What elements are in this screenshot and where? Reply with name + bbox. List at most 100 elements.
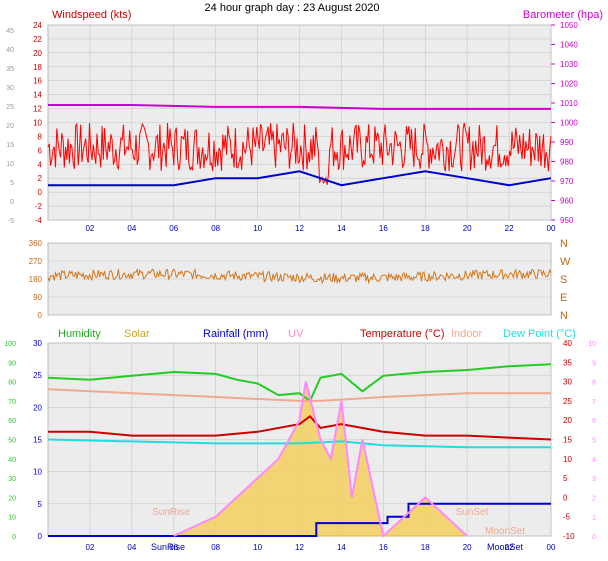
humidity-tick-label: 0	[12, 534, 16, 541]
wind-outer-tick-label: 15	[6, 142, 14, 149]
wind-outer-tick-label: 25	[6, 104, 14, 111]
moonset-annotation: MoonSet	[485, 526, 525, 537]
wind-right-tick-label: 990	[560, 138, 574, 147]
wind-right-tick-label: 970	[560, 177, 574, 186]
climate-x-tick-label: 16	[379, 543, 388, 552]
humidity-tick-label: 10	[8, 515, 16, 522]
wind-x-axis: 02 04 06 08 10 12 14 16 18 20 22 00	[85, 25, 556, 233]
wind-outer-tick-label: 35	[6, 66, 14, 73]
climate-x-tick-label: 02	[85, 543, 94, 552]
humidity-tick-label: 50	[8, 438, 16, 445]
wind-right-tick-label: 1050	[560, 21, 578, 30]
climate-panel: Humidity Solar Rainfall (mm) UV Temperat…	[4, 328, 596, 552]
wind-left-tick-label: 20	[33, 49, 42, 58]
temperature-tick-label: -5	[563, 513, 571, 522]
temperature-tick-label: 20	[563, 416, 572, 425]
wind-left-tick-label: 2	[38, 174, 43, 183]
wind-outer-axis: 45 40 35 30 25 20 15 10 5 0 -5	[6, 28, 14, 225]
uv-line	[173, 381, 468, 538]
wind-left-tick-label: 0	[38, 188, 43, 197]
wind-left-tick-label: 6	[38, 146, 43, 155]
dewpoint-line	[47, 438, 551, 449]
direction-series	[47, 267, 552, 285]
wind-outer-tick-label: -5	[8, 218, 14, 225]
wind-left-tick-label: 10	[33, 119, 42, 128]
wind-left-tick-label: 24	[33, 21, 42, 30]
wind-x-tick-label: 14	[337, 224, 346, 233]
wind-x-tick-label: 12	[295, 224, 304, 233]
temperature-axis: 40 35 30 25 20 15 10 5 0 -5 -10	[563, 339, 575, 541]
wind-left-tick-label: 4	[38, 160, 43, 169]
wind-outer-tick-label: 30	[6, 85, 14, 92]
temperature-tick-label: 25	[563, 397, 572, 406]
climate-x-tick-label: 14	[337, 543, 346, 552]
direction-left-axis: 360 270 180 90 0	[29, 239, 43, 320]
wind-right-axis: 1050 1040 1030 1020 1010 1000 990 980 970 960 950	[551, 21, 578, 225]
climate-x-tick-label: 18	[421, 543, 430, 552]
moonset-marker-label: MoonSet	[487, 542, 524, 552]
page-title: 24 hour graph day : 23 August 2020	[205, 2, 380, 14]
rainfall-tick-label: 30	[33, 339, 42, 348]
wind-x-tick-label: 16	[379, 224, 388, 233]
temperature-tick-label: 15	[563, 436, 572, 445]
rainfall-tick-label: 0	[38, 532, 43, 541]
climate-x-tick-label: 22	[505, 543, 514, 552]
temperature-tick-label: 0	[563, 493, 568, 502]
uv-tick-label: 9	[592, 360, 596, 367]
wind-gust-series	[47, 122, 552, 185]
direction-line	[47, 267, 552, 285]
wind-left-tick-label: 18	[33, 63, 42, 72]
humidity-tick-label: 80	[8, 380, 16, 387]
temperature-tick-label: 40	[563, 339, 572, 348]
wind-x-tick-label: 02	[85, 224, 94, 233]
compass-label: S	[560, 274, 567, 286]
rainfall-line	[48, 502, 551, 537]
climate-x-tick-label: 08	[211, 543, 220, 552]
wind-outer-tick-label: 0	[10, 199, 14, 206]
climate-x-tick-label: 10	[253, 543, 262, 552]
climate-x-tick-label: 12	[295, 543, 304, 552]
wind-right-tick-label: 1040	[560, 41, 578, 50]
wind-outer-tick-label: 10	[6, 161, 14, 168]
climate-series	[47, 363, 552, 538]
wind-left-tick-label: 22	[33, 35, 42, 44]
direction-tick-label: 0	[38, 311, 43, 320]
legend-humidity: Humidity	[58, 328, 101, 340]
wind-gust-line	[47, 122, 552, 185]
wind-x-tick-label: 20	[463, 224, 472, 233]
windspeed-line	[48, 170, 552, 187]
direction-tick-label: 180	[29, 275, 43, 284]
compass-label: N	[560, 238, 568, 250]
wind-series	[48, 104, 552, 187]
uv-tick-label: 1	[592, 515, 596, 522]
temperature-tick-label: 35	[563, 358, 572, 367]
climate-x-tick-label: 20	[463, 543, 472, 552]
rainfall-tick-label: 20	[33, 403, 42, 412]
rainfall-tick-label: 5	[38, 500, 43, 509]
wind-x-tick-label: 18	[421, 224, 430, 233]
wind-left-tick-label: 8	[38, 132, 43, 141]
compass-label: W	[560, 256, 571, 268]
temperature-tick-label: -10	[563, 532, 575, 541]
wind-x-tick-label: 06	[169, 224, 178, 233]
compass-label: E	[560, 292, 567, 304]
humidity-tick-label: 20	[8, 495, 16, 502]
wind-outer-tick-label: 5	[10, 180, 14, 187]
wind-outer-tick-label: 40	[6, 47, 14, 54]
wind-x-tick-label: 10	[253, 224, 262, 233]
wind-right-tick-label: 1020	[560, 80, 578, 89]
wind-right-tick-label: 1010	[560, 99, 578, 108]
wind-right-tick-label: 1000	[560, 119, 578, 128]
legend-rainfall: Rainfall (mm)	[203, 328, 268, 340]
uv-tick-label: 4	[592, 457, 596, 464]
uv-tick-label: 6	[592, 418, 596, 425]
wind-x-tick-label: 08	[211, 224, 220, 233]
legend-temperature: Temperature (°C)	[360, 328, 444, 340]
wind-left-tick-label: -4	[35, 216, 43, 225]
uv-tick-label: 10	[588, 341, 596, 348]
temperature-line	[48, 414, 552, 441]
